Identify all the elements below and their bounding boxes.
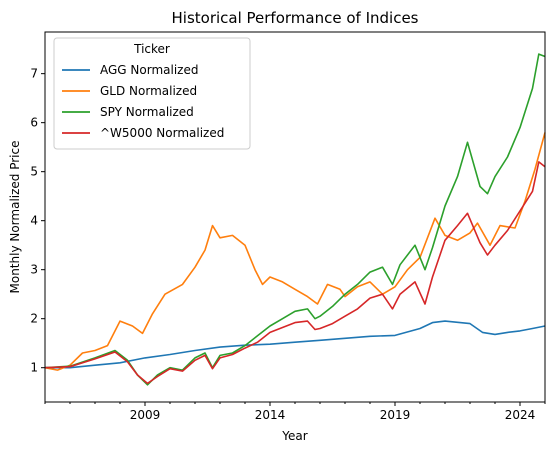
legend-label-1: GLD Normalized [100, 84, 197, 98]
y-tick-label: 7 [30, 67, 38, 81]
x-tick-label: 2024 [505, 408, 536, 422]
y-tick-label: 3 [30, 263, 38, 277]
x-tick-label: 2014 [255, 408, 286, 422]
x-tick-label: 2019 [380, 408, 411, 422]
y-axis-label: Monthly Normalized Price [8, 141, 22, 294]
y-tick-label: 6 [30, 116, 38, 130]
y-tick-label: 2 [30, 312, 38, 326]
legend-label-0: AGG Normalized [100, 63, 198, 77]
y-tick-label: 1 [30, 361, 38, 375]
x-axis-label: Year [281, 429, 307, 443]
legend-title: Ticker [133, 42, 170, 56]
y-tick-label: 4 [30, 214, 38, 228]
legend: Ticker AGG Normalized GLD Normalized SPY N… [54, 38, 250, 149]
legend-label-2: SPY Normalized [100, 105, 194, 119]
y-tick-label: 5 [30, 165, 38, 179]
chart-title: Historical Performance of Indices [172, 9, 419, 27]
legend-label-3: ^W5000 Normalized [100, 126, 224, 140]
x-tick-label: 2009 [130, 408, 161, 422]
